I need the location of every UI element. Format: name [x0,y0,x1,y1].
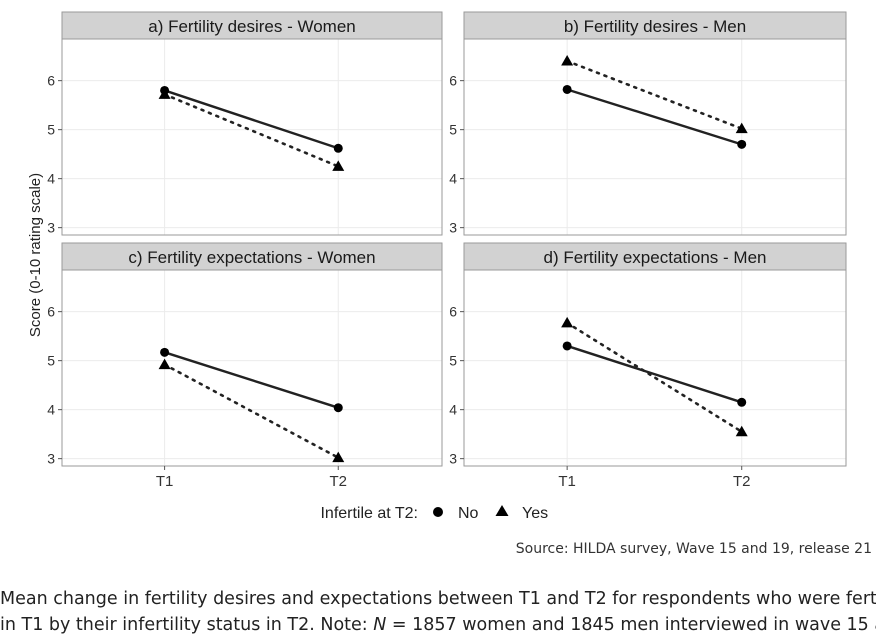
caption-n-symbol: N [373,615,387,635]
panel-title: a) Fertility desires - Women [148,17,356,36]
series-line-yes [163,363,340,459]
circle-point [333,403,343,413]
panel-plot-area [464,270,846,466]
panel-border [61,269,443,467]
y-axis-label: Score (0-10 rating scale) [27,173,44,337]
y-tick-label: 4 [47,171,55,187]
panel-border [463,38,847,236]
panel-c: c) Fertility expectations - Women 3 4 5 6 T1 T… [47,242,443,490]
panel-title: b) Fertility desires - Men [564,17,746,36]
circle-point [333,143,343,153]
series-line-yes [163,93,340,168]
series-line-no [163,351,340,409]
panel-strip [463,242,847,271]
figure-caption: Mean change in fertility desires and exp… [0,586,876,638]
y-tick-label: 6 [47,73,55,89]
panel-d: d) Fertility expectations - Men 3 4 5 6 T1 T2 [449,242,847,490]
panel-border [61,38,443,236]
circle-point [737,397,747,407]
panel-title: d) Fertility expectations - Men [544,248,767,267]
caption-line-1: Mean change in fertility desires and exp… [0,589,876,609]
triangle-point [735,122,748,134]
triangle-point [561,55,574,66]
panel-strip [463,11,847,40]
triangle-point [158,88,171,99]
y-tick-label: 3 [47,451,55,467]
triangle-point [561,316,574,328]
caption-line-2: in T1 by their infertility status in T2.… [0,612,876,638]
y-tick-label: 5 [449,353,457,369]
figure: Score (0-10 rating scale) a) Fertility d… [27,11,847,522]
panel-strip [61,11,443,40]
legend-label-no: No [458,505,479,522]
legend-label-yes: Yes [522,505,548,522]
y-tick-label: 4 [449,402,457,418]
x-tick-label: T1 [558,473,576,490]
series-line-yes [565,321,744,434]
circle-point [737,139,747,149]
panel-border [463,269,847,467]
y-tick-label: 6 [449,304,457,320]
y-tick-label: 5 [47,353,55,369]
panel-a: a) Fertility desires - Women 3 4 5 6 [47,11,443,236]
x-tick-label: T1 [156,473,174,490]
x-tick-label: T2 [733,473,751,490]
y-tick-label: 3 [449,451,457,467]
y-tick-label: 6 [449,73,457,89]
panel-b: b) Fertility desires - Men 3 4 5 6 [449,11,847,236]
y-tick-label: 3 [47,220,55,236]
circle-point [160,347,170,357]
caption-line-2-start: in T1 by their infertility status in T2.… [0,615,374,635]
x-tick-label: T2 [330,473,348,490]
source-note: Source: HILDA survey, Wave 15 and 19, re… [515,541,872,557]
circle-point [562,341,572,351]
panel-plot-area [464,39,846,235]
triangle-point [158,358,171,370]
y-tick-label: 5 [47,122,55,138]
legend: Infertile at T2: No Yes [320,505,548,522]
panel-title: c) Fertility expectations - Women [128,248,375,267]
legend-circle-icon [433,507,443,517]
legend-title: Infertile at T2: [320,505,418,522]
y-tick-label: 6 [47,304,55,320]
series-line-no [163,89,340,150]
circle-point [562,84,572,94]
caption-line-2-end: = 1857 women and 1845 men interviewed in… [386,615,876,635]
panel-strip [61,242,443,271]
y-tick-label: 4 [449,171,457,187]
y-tick-label: 5 [449,122,457,138]
triangle-point [332,160,345,171]
panel-plot-area [62,270,442,466]
panel-plot-area [62,39,442,235]
series-line-yes [565,59,744,130]
series-line-no [565,344,743,404]
triangle-point [332,451,345,463]
y-tick-label: 3 [449,220,457,236]
triangle-point [735,425,748,437]
series-line-no [565,88,743,146]
legend-triangle-icon [495,505,509,516]
y-tick-label: 4 [47,402,55,418]
